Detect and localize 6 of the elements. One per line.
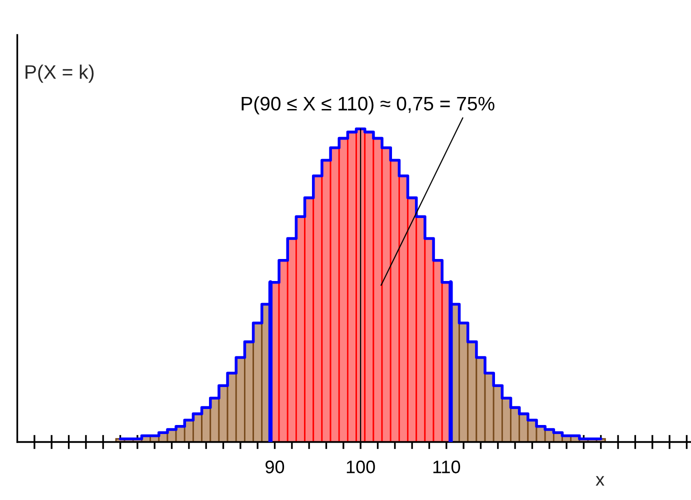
x-tick-label: 90 — [266, 460, 284, 474]
x-axis-title: x — [596, 476, 604, 486]
text: P(90 ≤ X ≤ 110) ≈ 0,75 = 75% — [242, 96, 494, 114]
x-tick-label: 110 — [433, 460, 460, 474]
x-tick-label: 100 — [346, 460, 375, 474]
y-axis-title: P(X = k) — [26, 64, 94, 83]
